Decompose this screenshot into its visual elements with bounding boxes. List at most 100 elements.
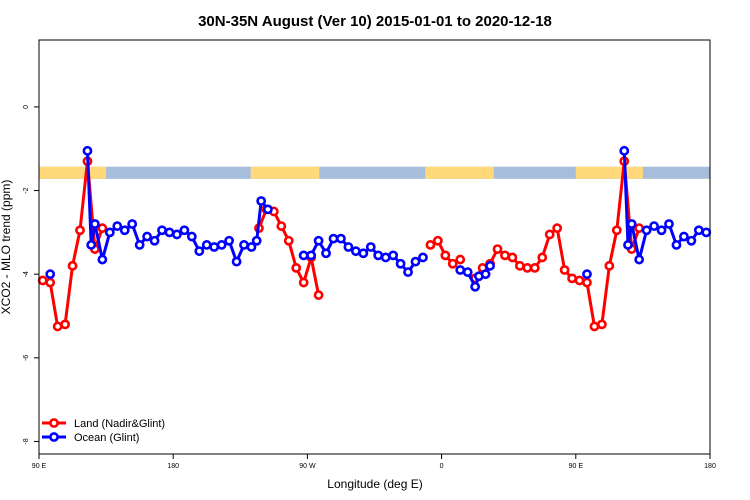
ocean-point bbox=[86, 240, 97, 250]
ocean-point bbox=[656, 225, 667, 236]
land-point bbox=[574, 275, 585, 286]
land-point bbox=[589, 321, 600, 332]
ocean-point bbox=[455, 265, 466, 275]
ocean-point bbox=[623, 240, 633, 250]
ocean-point bbox=[343, 242, 354, 252]
land-point bbox=[567, 273, 577, 284]
land-series-line bbox=[473, 159, 641, 328]
x-tick-label: 0 bbox=[440, 463, 444, 470]
y-tick-label: -2 bbox=[23, 187, 30, 193]
x-axis-label: Longitude (deg E) bbox=[327, 477, 422, 491]
ocean-point bbox=[246, 242, 257, 252]
ocean-point bbox=[186, 231, 197, 242]
land-point bbox=[291, 263, 302, 273]
ocean-point bbox=[127, 219, 138, 229]
ocean-point bbox=[686, 235, 697, 246]
land-point bbox=[455, 254, 466, 265]
x-tick-label: 180 bbox=[704, 463, 716, 470]
ocean-point bbox=[90, 219, 100, 229]
ocean-point bbox=[582, 269, 592, 280]
ocean-point bbox=[112, 221, 123, 231]
series-layer bbox=[37, 145, 712, 332]
ocean-point bbox=[350, 246, 361, 257]
ocean-point bbox=[239, 240, 249, 250]
ocean-point bbox=[328, 233, 339, 244]
ocean-point bbox=[462, 267, 473, 277]
ocean-point bbox=[97, 254, 108, 265]
land-point bbox=[37, 275, 48, 286]
ocean-point bbox=[470, 281, 481, 292]
ocean-point bbox=[82, 145, 93, 156]
land-legend-label: Land (Nadir&Glint) bbox=[74, 418, 165, 430]
x-tick-label: 90 E bbox=[569, 463, 584, 470]
ocean-point bbox=[365, 242, 376, 252]
legend: Land (Nadir&Glint) Ocean (Glint) bbox=[42, 418, 165, 444]
land-point bbox=[537, 252, 548, 263]
land-point bbox=[313, 290, 324, 300]
chart-title: 30N-35N August (Ver 10) 2015-01-01 to 20… bbox=[198, 13, 552, 30]
land-band bbox=[425, 166, 494, 179]
ocean-legend-marker bbox=[49, 432, 59, 442]
y-tick-label: -4 bbox=[23, 271, 30, 277]
land-band bbox=[250, 166, 320, 179]
land-ocean-mask bbox=[39, 166, 710, 179]
land-point bbox=[596, 319, 607, 330]
land-band bbox=[575, 166, 643, 179]
y-tick-label: -8 bbox=[23, 438, 30, 444]
ocean-point bbox=[119, 225, 130, 236]
ocean-point bbox=[224, 235, 235, 246]
ocean-point bbox=[641, 225, 652, 236]
x-tick-label: 90 E bbox=[32, 463, 47, 470]
ocean-point bbox=[149, 235, 160, 246]
ocean-point bbox=[251, 235, 262, 246]
x-tick-label: 90 W bbox=[299, 463, 316, 470]
ocean-point bbox=[619, 145, 630, 156]
land-point bbox=[440, 250, 451, 261]
land-point bbox=[298, 277, 309, 288]
ocean-point bbox=[485, 260, 495, 271]
x-tick-label: 180 bbox=[167, 463, 179, 470]
ocean-point bbox=[480, 269, 491, 280]
ocean-point bbox=[45, 269, 56, 280]
ocean-point bbox=[664, 219, 674, 229]
y-axis-label: XCO2 - MLO trend (ppm) bbox=[0, 180, 13, 315]
ocean-point bbox=[649, 221, 659, 231]
land-point bbox=[604, 260, 615, 271]
ocean-point bbox=[388, 250, 399, 261]
y-tick-label: 0 bbox=[23, 105, 30, 109]
land-band bbox=[39, 166, 107, 179]
land-point bbox=[514, 260, 525, 271]
ocean-point bbox=[231, 256, 242, 267]
y-axis: 0 -2 -4 -6 -8 bbox=[23, 105, 39, 445]
land-point bbox=[45, 277, 56, 288]
ocean-point bbox=[693, 225, 704, 236]
land-point bbox=[582, 277, 592, 288]
land-point bbox=[611, 225, 622, 236]
land-point bbox=[432, 235, 443, 246]
ocean-point bbox=[634, 254, 645, 265]
ocean-point bbox=[157, 225, 167, 236]
land-point bbox=[544, 229, 555, 240]
ocean-point bbox=[194, 246, 205, 257]
ocean-point bbox=[701, 227, 712, 238]
land-point bbox=[529, 263, 540, 273]
ocean-point bbox=[410, 256, 421, 267]
land-point bbox=[552, 223, 563, 234]
ocean-point bbox=[306, 250, 317, 261]
land-point bbox=[522, 263, 533, 273]
land-point bbox=[52, 321, 63, 332]
plot-frame bbox=[38, 39, 711, 455]
y-tick-label: -6 bbox=[23, 355, 30, 361]
ocean-point bbox=[395, 258, 406, 269]
ocean-point bbox=[358, 248, 369, 259]
ocean-point bbox=[201, 240, 212, 250]
land-point bbox=[559, 265, 570, 275]
land-point bbox=[634, 223, 645, 234]
land-point bbox=[276, 221, 287, 231]
ocean-point bbox=[671, 240, 682, 250]
land-point bbox=[492, 244, 503, 254]
ocean-point bbox=[313, 235, 324, 246]
ocean-point bbox=[403, 267, 413, 277]
land-point bbox=[75, 225, 85, 236]
